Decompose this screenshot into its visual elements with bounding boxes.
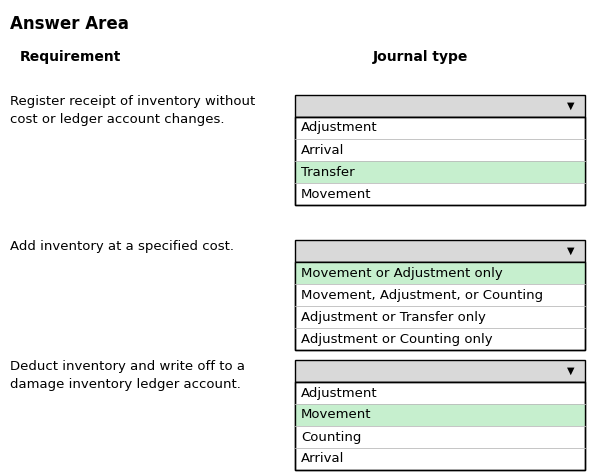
Text: Transfer: Transfer <box>301 166 355 178</box>
Text: Deduct inventory and write off to a
damage inventory ledger account.: Deduct inventory and write off to a dama… <box>10 360 245 391</box>
Text: ▼: ▼ <box>568 101 575 111</box>
FancyBboxPatch shape <box>295 117 585 205</box>
Text: Adjustment: Adjustment <box>301 387 377 399</box>
Text: Movement: Movement <box>301 187 371 201</box>
Text: Movement, Adjustment, or Counting: Movement, Adjustment, or Counting <box>301 288 543 302</box>
Text: Movement or Adjustment only: Movement or Adjustment only <box>301 267 503 279</box>
Text: ▼: ▼ <box>568 366 575 376</box>
Text: Answer Area: Answer Area <box>10 15 129 33</box>
FancyBboxPatch shape <box>295 404 585 426</box>
Text: Add inventory at a specified cost.: Add inventory at a specified cost. <box>10 240 234 253</box>
Text: Adjustment or Counting only: Adjustment or Counting only <box>301 332 493 346</box>
Text: ▼: ▼ <box>568 246 575 256</box>
FancyBboxPatch shape <box>295 240 585 262</box>
Text: Requirement: Requirement <box>19 50 121 64</box>
Text: Arrival: Arrival <box>301 143 344 157</box>
FancyBboxPatch shape <box>295 161 585 183</box>
Text: Adjustment: Adjustment <box>301 121 377 135</box>
FancyBboxPatch shape <box>295 95 585 117</box>
Text: Arrival: Arrival <box>301 453 344 465</box>
FancyBboxPatch shape <box>295 262 585 284</box>
FancyBboxPatch shape <box>295 360 585 382</box>
Text: Movement: Movement <box>301 408 371 421</box>
FancyBboxPatch shape <box>295 382 585 470</box>
Text: Counting: Counting <box>301 430 361 444</box>
Text: Register receipt of inventory without
cost or ledger account changes.: Register receipt of inventory without co… <box>10 95 255 126</box>
Text: Adjustment or Transfer only: Adjustment or Transfer only <box>301 311 486 323</box>
FancyBboxPatch shape <box>295 262 585 350</box>
Text: Journal type: Journal type <box>373 50 468 64</box>
